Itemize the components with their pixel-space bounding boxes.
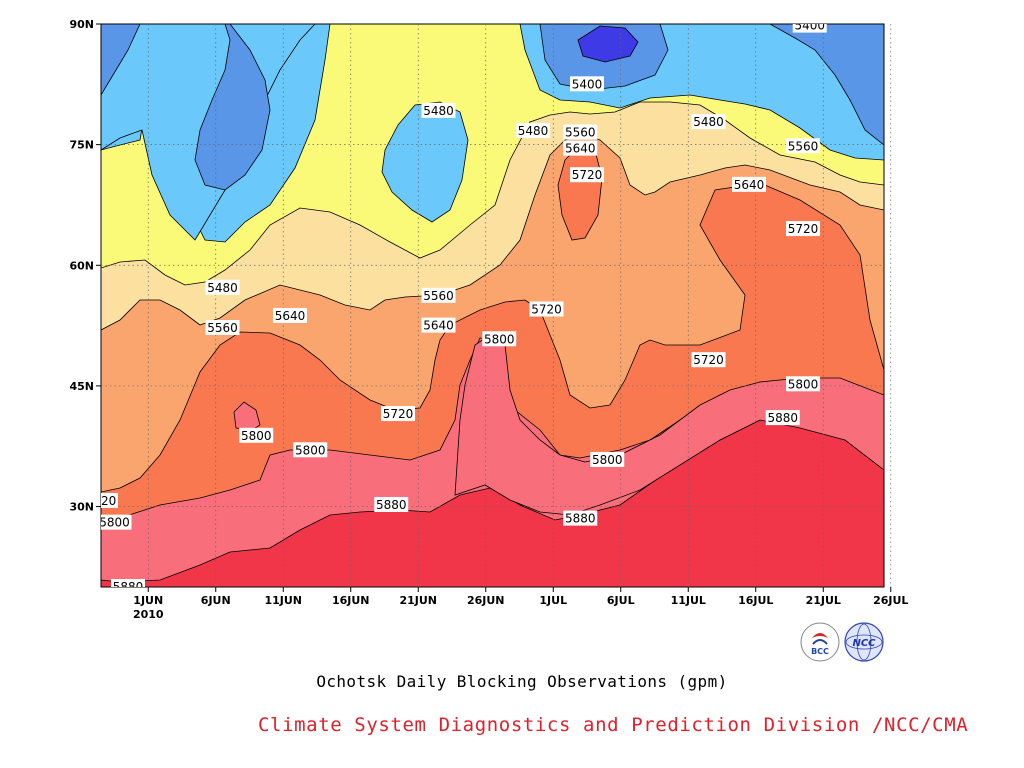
svg-text:5480: 5480 [518,124,549,138]
contour-label: 5720 [529,301,564,317]
contour-label: 5880 [765,410,800,426]
credit-line: Climate System Diagnostics and Predictio… [258,714,969,736]
x-tick-label: 11JUN [264,594,302,607]
svg-text:5480: 5480 [207,281,238,295]
svg-text:5480: 5480 [423,104,454,118]
svg-text:5400: 5400 [572,77,603,91]
grid-lines [101,24,892,587]
y-axis: 30N 45N 60N 75N 90N [69,18,101,514]
svg-text:5800: 5800 [241,429,272,443]
contour-label: 5640 [273,307,307,323]
y-tick-label: 30N [69,501,94,514]
band-below-5400-west [101,24,271,191]
contour-label: 5720 [570,167,604,183]
contour-labels: 5400 5400 5480 5480 5480 5480 5560 5560 5560 5560… [86,19,827,594]
contour-label: 5800 [786,376,820,392]
svg-text:5880: 5880 [376,498,407,512]
svg-text:NCC: NCC [852,638,876,649]
tongue-5800-jun [454,334,884,516]
plot-area [101,24,884,587]
x-tick-label: 21JUN [399,594,437,607]
contour-label: 5480 [691,114,726,130]
svg-text:5640: 5640 [565,142,596,156]
x-tick-label: 21JUL [806,594,841,607]
svg-text:5880: 5880 [113,580,144,594]
contour-label: 5640 [421,317,456,333]
svg-text:BCC: BCC [811,647,829,656]
contour-label: 5800 [590,451,625,467]
svg-text:5720: 5720 [531,303,562,317]
x-tick-label: 16JUN [332,594,370,607]
contour-label: 5720 [86,492,118,508]
contour-label: 5880 [111,579,145,594]
svg-text:5720: 5720 [693,353,724,367]
svg-text:5560: 5560 [207,321,238,335]
svg-text:5720: 5720 [572,168,603,182]
bcc-logo: BCC [800,622,840,662]
x-tick-label: 11JUL [671,594,706,607]
x-tick-label: 26JUL [873,594,908,607]
contour-label: 5800 [99,514,132,530]
chart-title: Ochotsk Daily Blocking Observations (gpm… [316,672,728,691]
x-tick-label: 6JUN [201,594,231,607]
svg-text:5560: 5560 [565,126,596,140]
contour-label: 5400 [570,76,604,92]
contour-label: 5560 [205,320,240,336]
contour-label: 5800 [293,442,328,458]
enclosed-5480 [381,101,469,223]
svg-text:5800: 5800 [484,332,515,346]
x-year-label: 2010 [133,608,164,621]
plot-frame [100,23,885,588]
svg-text:5560: 5560 [423,289,454,303]
contour-label: 5880 [563,510,598,526]
contour-label: 5480 [516,122,550,138]
svg-text:5640: 5640 [423,319,454,333]
x-tick-label: 1JUN [133,594,163,607]
svg-text:5880: 5880 [767,411,798,425]
y-tick-label: 45N [69,380,94,393]
contour-label: 5720 [786,221,820,237]
svg-text:5640: 5640 [734,178,765,192]
contour-label: 5480 [205,279,240,295]
contour-label: 5880 [374,496,409,512]
contour-label: 5640 [563,140,598,156]
y-tick-label: 90N [69,18,94,31]
contour-label: 5800 [482,331,517,347]
svg-text:5800: 5800 [99,516,130,530]
contour-label: 5720 [381,406,415,422]
svg-text:5560: 5560 [788,139,819,153]
enclosed-5800-jun [233,401,261,431]
contour-label: 5640 [732,176,766,192]
contour-label: 5560 [786,138,820,154]
contour-chart: 5400 5400 5480 5480 5480 5480 5560 5560 5560 5560… [69,18,908,621]
svg-text:5800: 5800 [788,377,819,391]
svg-text:5800: 5800 [295,443,326,457]
svg-text:5720: 5720 [86,494,117,508]
x-tick-label: 1JUL [539,594,567,607]
contour-label: 5560 [563,124,598,140]
contour-label: 5800 [239,427,274,443]
y-tick-label: 60N [69,259,94,272]
contour-label: 5720 [691,352,726,368]
y-tick-label: 75N [69,139,94,152]
svg-text:5400: 5400 [794,19,825,33]
svg-text:5720: 5720 [788,222,819,236]
contour-label: 5560 [421,287,456,303]
svg-text:5800: 5800 [592,453,623,467]
x-tick-label: 6JUL [607,594,635,607]
x-axis: 1JUN 6JUN 11JUN 16JUN 21JUN 26JUN 1JUL 6JUL 11JU… [133,587,908,621]
contour-label: 5400 [792,19,827,33]
core-5400 [577,25,639,63]
x-tick-label: 16JUL [738,594,773,607]
svg-text:5880: 5880 [565,512,596,526]
ncc-logo: NCC [844,622,884,662]
contour-label: 5480 [421,102,456,118]
x-tick-label: 26JUN [467,594,505,607]
svg-text:5720: 5720 [383,407,414,421]
svg-text:5640: 5640 [275,309,306,323]
svg-text:5480: 5480 [693,115,724,129]
